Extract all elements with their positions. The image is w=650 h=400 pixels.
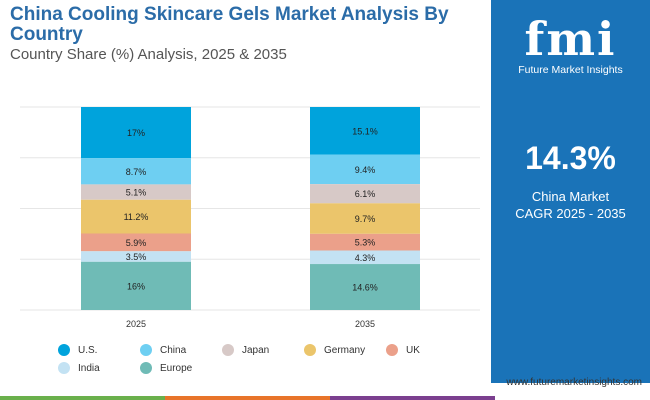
legend-item: China	[140, 344, 186, 356]
data-label: 9.7%	[355, 214, 376, 224]
bar-segment-germany-2035	[310, 203, 420, 234]
data-label: 6.1%	[355, 189, 376, 199]
data-label: 16%	[127, 281, 145, 291]
data-label: 9.4%	[355, 165, 376, 175]
legend-label: India	[78, 362, 100, 374]
legend-item: UK	[386, 344, 420, 356]
bar-segment-germany-2025	[81, 199, 191, 234]
data-label: 3.5%	[126, 252, 147, 262]
legend-label: UK	[406, 344, 420, 356]
cagr-value: 14.3%	[525, 140, 616, 176]
bar-segment-us-2025	[81, 107, 191, 159]
legend-item: Japan	[222, 344, 269, 356]
data-label: 5.3%	[355, 238, 376, 248]
bar-segment-europe-2025	[81, 261, 191, 310]
bar-segment-china-2025	[81, 158, 191, 185]
data-label: 17%	[127, 128, 145, 138]
fmi-logo: fmi Future Market Insights	[518, 12, 623, 76]
legend-label: Europe	[160, 362, 193, 374]
data-label: 14.6%	[352, 283, 378, 293]
chart-title: China Cooling Skincare Gels Market Analy…	[10, 4, 449, 45]
stacked-bar-chart: 17% 8.7% 5.1% 11.2% 5.9% 3.5% 16% 2025 15.1% 9.4%…	[20, 106, 480, 329]
chart-subtitle: Country Share (%) Analysis, 2025 & 2035	[10, 46, 287, 63]
data-label: 5.1%	[126, 188, 147, 198]
legend-swatch	[140, 362, 152, 374]
legend-swatch	[304, 344, 316, 356]
info-panel: fmi Future Market Insights 14.3% China M…	[491, 0, 650, 383]
data-label: 15.1%	[352, 126, 378, 136]
legend-swatch	[58, 344, 70, 356]
data-label: 4.3%	[355, 253, 376, 263]
cagr-label: China Market CAGR 2025 - 2035	[515, 189, 626, 221]
x-tick-label: 2035	[355, 319, 375, 329]
legend-item: India	[58, 362, 100, 374]
bar-segment-uk-2035	[310, 233, 420, 251]
bar-segment-japan-2035	[310, 184, 420, 204]
legend-label: Germany	[324, 344, 366, 356]
data-label: 8.7%	[126, 167, 147, 177]
data-label: 11.2%	[124, 212, 149, 222]
website-link[interactable]: www.futuremarketinsights.com	[506, 377, 642, 388]
bar-segment-uk-2025	[81, 233, 191, 252]
legend-swatch	[222, 344, 234, 356]
legend-label: U.S.	[78, 344, 98, 356]
bar-segment-china-2035	[310, 154, 420, 185]
legend-swatch	[140, 344, 152, 356]
bar-segment-japan-2025	[81, 184, 191, 200]
data-label: 5.9%	[126, 238, 147, 248]
x-tick-label: 2025	[126, 319, 146, 329]
legend-swatch	[58, 362, 70, 374]
bar-segment-india-2025	[81, 251, 191, 262]
legend-item: Germany	[304, 344, 365, 356]
bar-segment-india-2035	[310, 250, 420, 265]
legend-label: China	[160, 344, 187, 356]
footer-strip	[0, 396, 650, 400]
legend-item: Europe	[140, 362, 192, 374]
bar-segment-europe-2035	[310, 264, 420, 310]
legend-swatch	[386, 344, 398, 356]
legend-label: Japan	[242, 344, 270, 356]
legend-item: U.S.	[58, 344, 97, 356]
bar-segment-us-2035	[310, 107, 420, 155]
